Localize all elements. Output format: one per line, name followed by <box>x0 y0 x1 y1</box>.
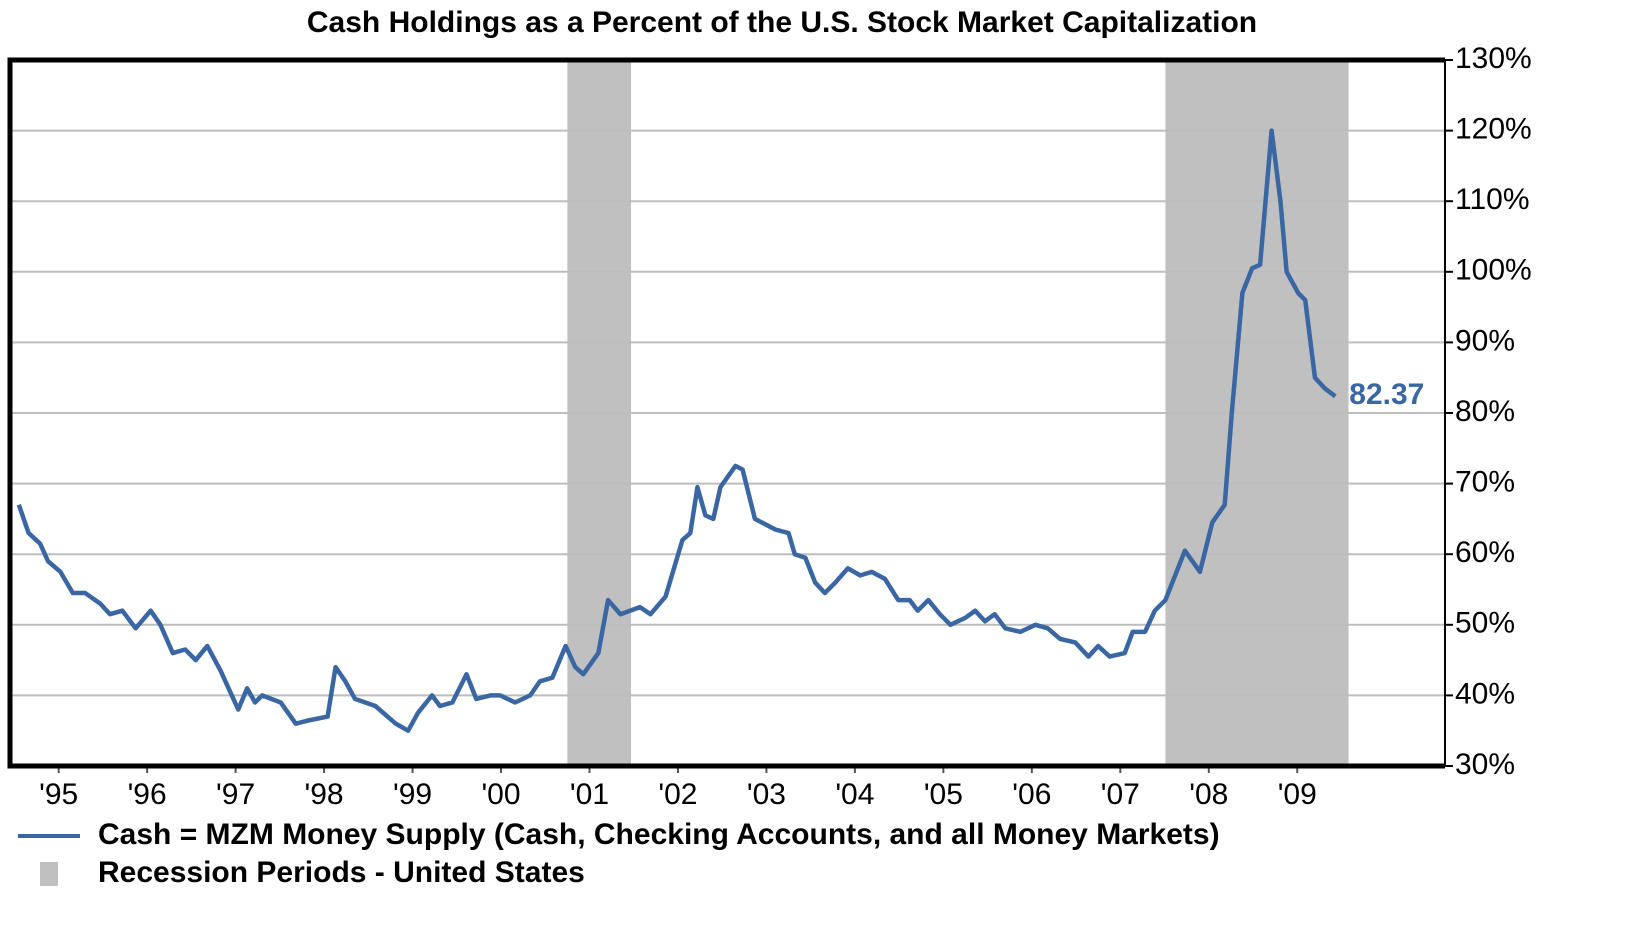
legend-label: Cash = MZM Money Supply (Cash, Checking … <box>98 818 1220 851</box>
y-tick-label: 60% <box>1455 536 1515 569</box>
y-tick-label: 90% <box>1455 324 1515 357</box>
y-tick-label: 120% <box>1455 113 1532 146</box>
legend-label: Recession Periods - United States <box>98 856 585 889</box>
x-tick-label: '97 <box>216 778 255 811</box>
chart-title: Cash Holdings as a Percent of the U.S. S… <box>307 6 1257 39</box>
x-tick-label: '95 <box>39 778 78 811</box>
x-tick-label: '05 <box>924 778 963 811</box>
y-tick-label: 30% <box>1455 748 1515 781</box>
x-tick-label: '99 <box>393 778 432 811</box>
y-tick-label: 50% <box>1455 607 1515 640</box>
x-tick-label: '07 <box>1101 778 1140 811</box>
y-tick-label: 70% <box>1455 466 1515 499</box>
data-label: 82.37 <box>1349 378 1424 411</box>
y-tick-label: 110% <box>1455 183 1530 216</box>
y-tick-label: 80% <box>1455 395 1515 428</box>
x-tick-label: '96 <box>128 778 167 811</box>
x-tick-label: '06 <box>1012 778 1051 811</box>
x-tick-label: '09 <box>1278 778 1317 811</box>
legend-swatch <box>40 862 58 886</box>
y-tick-label: 130% <box>1455 42 1532 75</box>
y-tick-label: 40% <box>1455 677 1515 710</box>
data-line <box>16 128 1337 733</box>
x-tick-label: '03 <box>747 778 786 811</box>
y-tick-label: 100% <box>1455 254 1532 287</box>
x-tick-label: '08 <box>1189 778 1228 811</box>
x-tick-label: '00 <box>481 778 520 811</box>
x-tick-label: '04 <box>835 778 874 811</box>
x-tick-label: '01 <box>570 778 609 811</box>
x-tick-label: '98 <box>305 778 344 811</box>
plot-frame <box>7 57 1445 769</box>
x-tick-label: '02 <box>658 778 697 811</box>
